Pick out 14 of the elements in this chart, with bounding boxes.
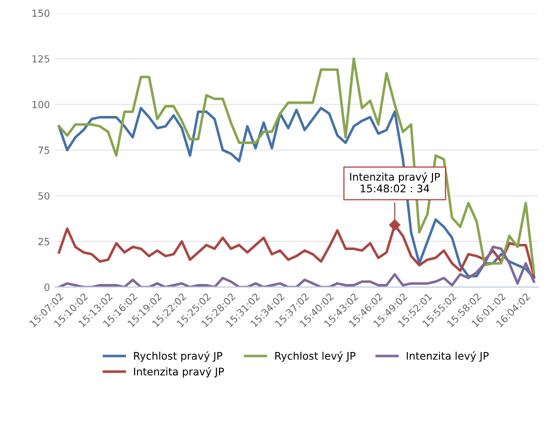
y-tick-label: 75 [38, 146, 50, 154]
y-tick-label: 50 [38, 192, 50, 200]
legend-label: Intenzita levý JP [406, 351, 489, 362]
line-series [58, 57, 536, 274]
y-tick-label: 100 [32, 100, 50, 108]
annotation: Intenzita pravý JP 15:48:02 : 34 [350, 172, 440, 192]
y-tick-label: 150 [32, 10, 50, 17]
y-tick-label: 25 [38, 238, 50, 246]
y-tick-label: 125 [32, 55, 50, 63]
legend-label: Rychlost levý JP [275, 351, 356, 362]
line-series [58, 246, 536, 288]
legend-label: Rychlost pravý JP [134, 351, 222, 362]
legend-label: Intenzita pravý JP [134, 366, 224, 378]
y-tick-label: 0 [44, 284, 50, 291]
